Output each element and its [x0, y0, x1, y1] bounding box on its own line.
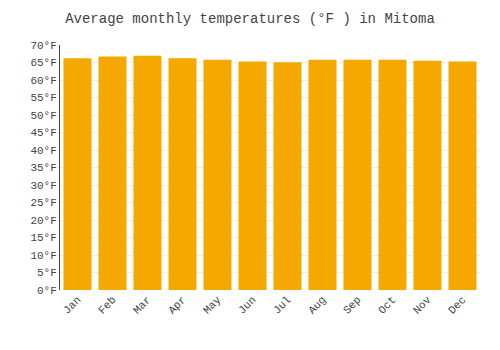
svg-text:65°F: 65°F: [30, 57, 56, 69]
svg-text:May: May: [201, 294, 224, 317]
svg-text:Mar: Mar: [131, 294, 153, 316]
svg-text:Jun: Jun: [236, 294, 258, 316]
svg-text:Apr: Apr: [166, 294, 188, 316]
svg-text:15°F: 15°F: [30, 232, 56, 244]
svg-text:Oct: Oct: [376, 294, 398, 316]
svg-text:60°F: 60°F: [30, 75, 56, 87]
svg-text:45°F: 45°F: [30, 127, 56, 139]
svg-text:30°F: 30°F: [30, 180, 56, 192]
svg-text:55°F: 55°F: [30, 92, 56, 104]
svg-text:Jul: Jul: [271, 294, 293, 316]
svg-text:40°F: 40°F: [30, 145, 56, 157]
svg-text:Sep: Sep: [341, 294, 363, 316]
svg-text:Aug: Aug: [306, 294, 328, 316]
svg-text:35°F: 35°F: [30, 162, 56, 174]
svg-text:10°F: 10°F: [30, 250, 56, 262]
svg-text:Nov: Nov: [411, 294, 434, 317]
svg-text:20°F: 20°F: [30, 215, 56, 227]
svg-text:70°F: 70°F: [30, 40, 56, 52]
svg-text:5°F: 5°F: [37, 267, 57, 279]
svg-text:25°F: 25°F: [30, 197, 56, 209]
svg-text:Feb: Feb: [96, 294, 118, 316]
svg-text:50°F: 50°F: [30, 110, 56, 122]
svg-text:Dec: Dec: [446, 294, 468, 316]
svg-text:Jan: Jan: [61, 294, 83, 316]
svg-text:Average monthly temperatures (: Average monthly temperatures (°F ) in Mi…: [65, 11, 435, 27]
svg-text:0°F: 0°F: [37, 285, 57, 297]
